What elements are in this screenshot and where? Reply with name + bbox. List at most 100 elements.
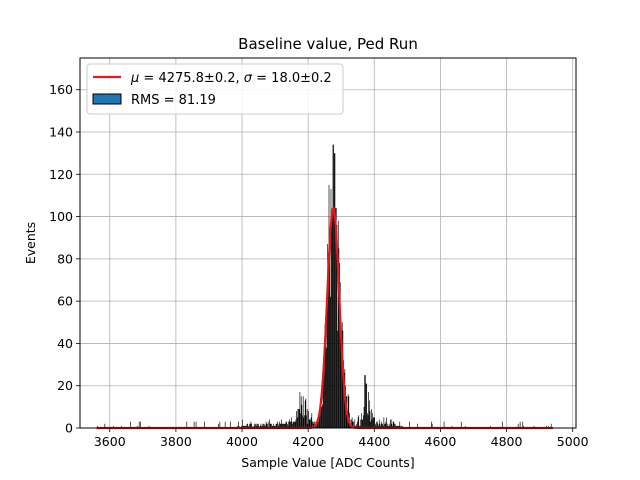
histogram-bar	[339, 263, 340, 428]
histogram-bar	[273, 423, 274, 428]
histogram-bar	[363, 406, 365, 428]
histogram-bar	[393, 421, 395, 428]
histogram-bar	[276, 423, 278, 428]
histogram-bar	[138, 421, 140, 428]
histogram-bar	[501, 421, 503, 428]
histogram-bar	[347, 394, 349, 428]
legend-rms-patch	[92, 93, 122, 105]
histogram-bar	[380, 421, 382, 428]
histogram-bar	[249, 423, 250, 428]
histogram-bar	[328, 184, 330, 428]
histogram-bar	[283, 423, 284, 428]
histogram-bar	[294, 421, 296, 428]
y-tick-label: 20	[57, 378, 73, 393]
histogram-bar	[219, 421, 221, 428]
histogram-bar	[354, 419, 356, 428]
legend-rms-label: RMS = 81.19	[131, 93, 216, 108]
histogram-bar	[279, 421, 280, 428]
histogram-bar	[386, 423, 388, 428]
histogram-bar	[379, 423, 381, 428]
y-tick-label: 100	[49, 209, 73, 224]
histogram-bar	[301, 404, 303, 428]
histogram-bar	[368, 392, 370, 428]
histogram-bar	[310, 419, 311, 428]
histogram-bar	[277, 423, 279, 428]
histogram-bar	[249, 423, 251, 428]
histogram-bar	[333, 144, 334, 428]
chart-title: Baseline value, Ped Run	[238, 35, 418, 53]
histogram-bar	[291, 421, 293, 428]
histogram-bar	[329, 296, 331, 428]
legend-sigma-value: = 18.0±0.2	[252, 71, 332, 86]
histogram-bar	[374, 423, 376, 428]
histogram-bar	[372, 417, 374, 428]
histogram-bar	[343, 360, 344, 428]
histogram-bar	[370, 408, 372, 428]
histogram-bar	[431, 421, 432, 428]
histogram-bar	[331, 214, 332, 428]
histogram-bar	[304, 415, 305, 428]
x-tick-label: 4800	[491, 434, 523, 449]
histogram-bar	[308, 411, 309, 428]
histogram-bar	[340, 339, 342, 428]
histogram-bar	[333, 153, 335, 428]
histogram-bar	[335, 208, 337, 428]
histogram-bar	[269, 419, 270, 428]
histogram-bar	[260, 423, 262, 428]
histogram-bar	[325, 315, 327, 428]
histogram-bar	[330, 189, 332, 428]
histogram-bar	[302, 396, 304, 428]
histogram-bar	[264, 423, 266, 428]
histogram-bar	[334, 153, 336, 428]
histogram-bar	[386, 417, 387, 428]
histogram-bar	[238, 421, 239, 428]
histogram-bar	[394, 423, 395, 428]
histogram-bar	[369, 400, 370, 428]
y-tick-label: 60	[57, 294, 73, 309]
histogram-bar	[279, 423, 281, 428]
histogram-bar	[348, 396, 350, 428]
histogram-bar	[399, 421, 401, 428]
histogram-bar	[294, 421, 295, 428]
histogram-bar	[319, 413, 321, 428]
legend-sigma-symbol: σ	[244, 71, 253, 86]
histogram-bar	[382, 423, 383, 428]
histogram-bar	[324, 356, 325, 428]
histogram-bar	[327, 244, 328, 428]
y-axis-ticks: 0 20 40 60 80 100 120 140 160	[49, 82, 80, 436]
histogram-bar	[367, 415, 369, 428]
y-tick-label: 120	[49, 167, 73, 182]
legend-mu-value: = 4275.8±0.2,	[139, 71, 243, 86]
histogram-bar	[263, 423, 264, 428]
histogram-bar	[300, 413, 301, 428]
histogram-bar	[322, 377, 324, 428]
x-axis-ticks: 3600 3800 4000 4200 4400 4600 4800 5000	[94, 428, 589, 449]
histogram-bar	[104, 423, 106, 428]
histogram-bar	[376, 421, 378, 428]
histogram-bar	[204, 421, 205, 428]
histogram-bar	[290, 421, 291, 428]
x-tick-label: 3600	[94, 434, 126, 449]
histogram-bar	[374, 417, 375, 428]
histogram-bar	[285, 423, 286, 428]
histogram-bar	[357, 421, 358, 428]
y-tick-label: 0	[65, 421, 73, 436]
histogram-bar	[300, 396, 302, 428]
histogram-bar	[306, 408, 308, 428]
histogram-bar	[286, 421, 287, 428]
histogram-bar	[358, 415, 360, 428]
histogram-bar	[321, 406, 323, 428]
histogram-bar	[275, 423, 277, 428]
x-tick-label: 4400	[358, 434, 390, 449]
histogram-bar	[284, 423, 286, 428]
histogram-bar	[195, 421, 197, 428]
histogram-bar	[302, 415, 303, 428]
histogram-bar	[314, 421, 315, 428]
histogram-bar	[332, 144, 334, 428]
histogram-bar	[193, 421, 195, 428]
histogram-bar	[298, 408, 299, 428]
histogram-bar	[266, 423, 268, 428]
histogram-bar	[280, 423, 282, 428]
y-axis-title: Events	[23, 222, 38, 264]
